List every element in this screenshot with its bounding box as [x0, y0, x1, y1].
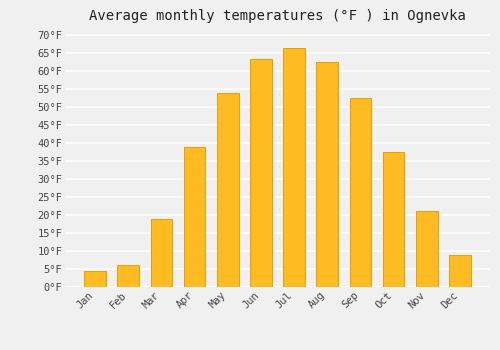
- Bar: [383, 152, 404, 287]
- Bar: [416, 211, 438, 287]
- Bar: [118, 265, 139, 287]
- Bar: [350, 98, 371, 287]
- Bar: [449, 255, 470, 287]
- Bar: [217, 93, 238, 287]
- Bar: [316, 62, 338, 287]
- Title: Average monthly temperatures (°F ) in Ognevka: Average monthly temperatures (°F ) in Og…: [89, 9, 466, 23]
- Bar: [250, 58, 272, 287]
- Bar: [184, 147, 206, 287]
- Bar: [84, 271, 106, 287]
- Bar: [284, 48, 305, 287]
- Bar: [150, 219, 172, 287]
